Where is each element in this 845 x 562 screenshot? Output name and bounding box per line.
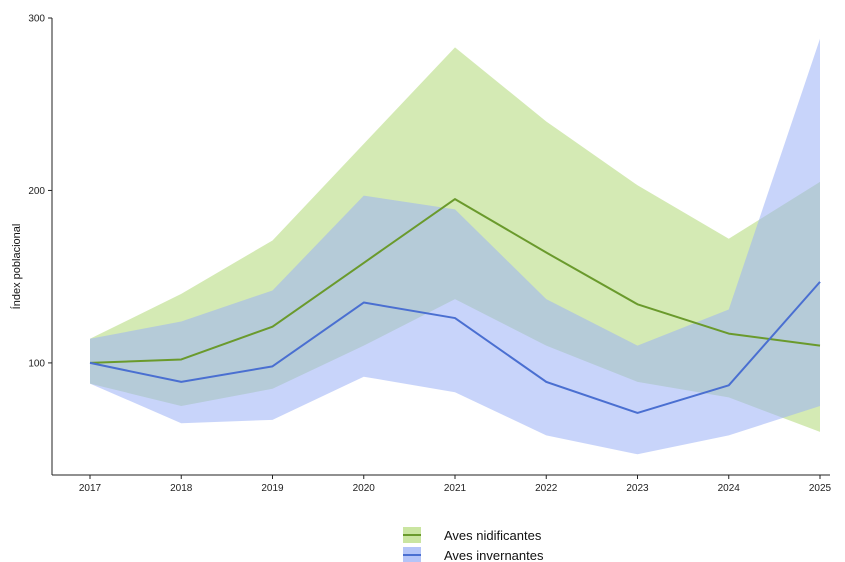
x-tick-label: 2017 bbox=[79, 483, 102, 494]
legend: Aves nidificantes Aves invernantes bbox=[403, 527, 544, 562]
x-axis-ticks: 2017 2018 2019 2020 2021 2022 2023 2024 2025 bbox=[79, 475, 832, 494]
y-axis-ticks: 100 200 300 bbox=[28, 14, 52, 369]
legend-label-nidificantes: Aves nidificantes bbox=[444, 528, 542, 543]
x-tick-label: 2024 bbox=[718, 483, 741, 494]
x-tick-label: 2023 bbox=[626, 483, 649, 494]
x-tick-label: 2020 bbox=[353, 483, 376, 494]
x-tick-label: 2018 bbox=[170, 483, 193, 494]
y-tick-label: 200 bbox=[28, 186, 45, 197]
y-tick-label: 100 bbox=[28, 358, 45, 369]
x-tick-label: 2022 bbox=[535, 483, 558, 494]
x-tick-label: 2025 bbox=[809, 483, 832, 494]
legend-label-invernantes: Aves invernantes bbox=[444, 548, 544, 562]
x-tick-label: 2019 bbox=[261, 483, 284, 494]
series-lines bbox=[89, 198, 821, 414]
y-tick-label: 300 bbox=[28, 14, 45, 25]
confidence-band-invernantes bbox=[90, 38, 820, 455]
x-tick-label: 2021 bbox=[444, 483, 467, 494]
confidence-bands bbox=[90, 38, 820, 455]
y-axis-title: Índex poblacional bbox=[10, 224, 23, 310]
